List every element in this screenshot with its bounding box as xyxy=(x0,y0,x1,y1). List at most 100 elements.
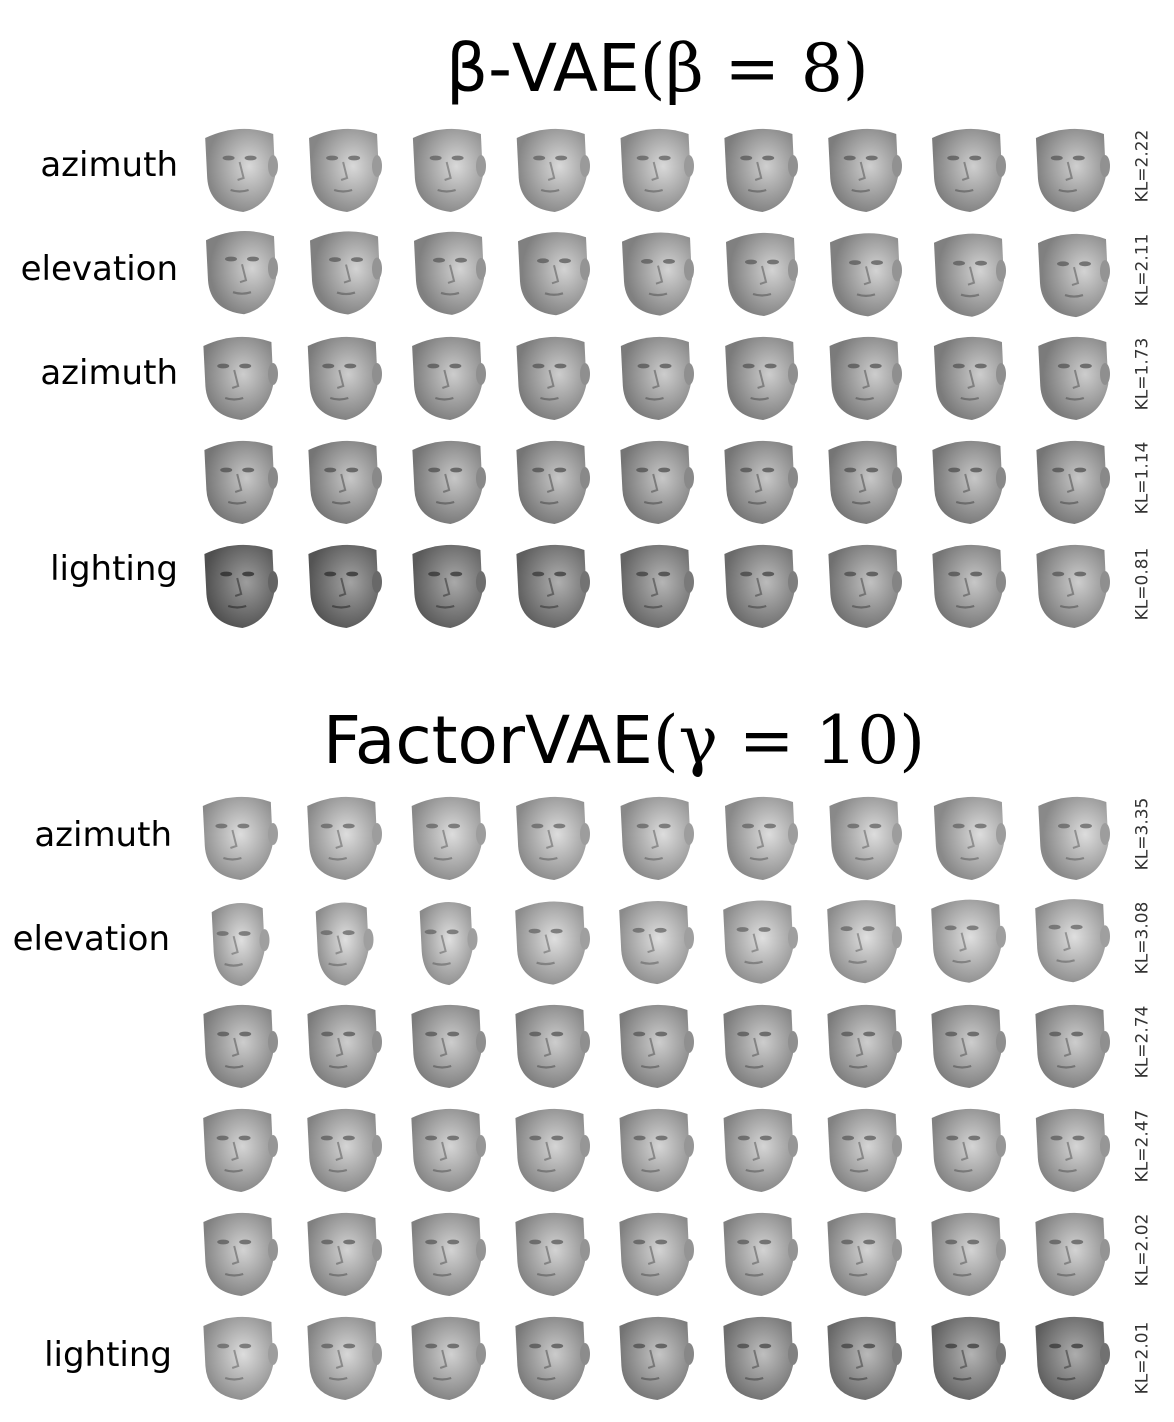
face-image xyxy=(609,1302,699,1406)
face-image xyxy=(193,1198,283,1302)
beta-vae-row-3: azimuth KL=1.73 xyxy=(0,322,1174,426)
beta-vae-row-2: elevation KL=2.11 xyxy=(0,218,1174,322)
beta-vae-title-math: (β = 8) xyxy=(639,30,869,107)
face-image xyxy=(401,530,491,634)
face-image xyxy=(297,1198,387,1302)
face-image xyxy=(401,322,491,426)
face-image xyxy=(297,782,387,886)
face-image xyxy=(1025,322,1115,426)
face-image xyxy=(713,990,803,1094)
face-image xyxy=(297,114,387,218)
face-image xyxy=(297,218,387,322)
factor-vae-row-1: azimuth KL=3.35 xyxy=(0,782,1174,886)
face-image xyxy=(505,990,595,1094)
face-image xyxy=(297,886,387,990)
face-image xyxy=(297,1094,387,1198)
face-image xyxy=(193,990,283,1094)
face-image xyxy=(505,1094,595,1198)
face-image xyxy=(505,1198,595,1302)
face-image xyxy=(193,886,283,990)
face-image xyxy=(193,782,283,886)
face-image xyxy=(921,886,1011,990)
face-image xyxy=(401,1094,491,1198)
face-image xyxy=(505,782,595,886)
face-image xyxy=(609,782,699,886)
face-image xyxy=(193,218,283,322)
face-image xyxy=(401,782,491,886)
face-image xyxy=(1025,1094,1115,1198)
face-image xyxy=(1025,1198,1115,1302)
face-image xyxy=(1025,114,1115,218)
row-label: azimuth xyxy=(40,353,178,393)
beta-vae-row-1: azimuth KL=2.22 xyxy=(0,114,1174,218)
face-image xyxy=(297,990,387,1094)
face-image xyxy=(297,322,387,426)
face-image xyxy=(1025,782,1115,886)
face-image xyxy=(817,114,907,218)
face-image xyxy=(505,886,595,990)
face-image xyxy=(713,1094,803,1198)
face-image xyxy=(921,426,1011,530)
beta-vae-title: β-VAE(β = 8) xyxy=(446,36,869,102)
face-image xyxy=(817,1094,907,1198)
face-image xyxy=(1025,886,1115,990)
face-image xyxy=(401,990,491,1094)
face-image xyxy=(609,1198,699,1302)
face-image xyxy=(713,1302,803,1406)
factor-vae-title-math: (γ = 10) xyxy=(652,702,925,779)
face-image xyxy=(921,322,1011,426)
face-image xyxy=(1025,218,1115,322)
face-image xyxy=(297,1302,387,1406)
face-image xyxy=(713,886,803,990)
face-image xyxy=(505,218,595,322)
face-image xyxy=(817,426,907,530)
face-image xyxy=(505,322,595,426)
face-image xyxy=(713,218,803,322)
beta-vae-title-prefix: β-VAE xyxy=(446,30,640,107)
face-image xyxy=(401,886,491,990)
face-image xyxy=(401,114,491,218)
factor-vae-title: FactorVAE(γ = 10) xyxy=(323,708,925,774)
face-image xyxy=(713,782,803,886)
row-label: elevation xyxy=(20,249,178,289)
factor-vae-row-2: elevation KL=3.08 xyxy=(0,886,1174,990)
face-image xyxy=(921,990,1011,1094)
face-image xyxy=(401,1198,491,1302)
face-image xyxy=(193,530,283,634)
factor-vae-row-5: KL=2.02 xyxy=(0,1198,1174,1302)
face-image xyxy=(609,530,699,634)
row-label: elevation xyxy=(12,919,170,959)
factor-vae-title-prefix: FactorVAE xyxy=(323,702,653,779)
beta-vae-row-5: lighting KL=0.81 xyxy=(0,530,1174,634)
face-image xyxy=(921,782,1011,886)
face-image xyxy=(401,426,491,530)
beta-vae-row-4: KL=1.14 xyxy=(0,426,1174,530)
face-image xyxy=(817,218,907,322)
face-image xyxy=(817,1302,907,1406)
face-image xyxy=(193,322,283,426)
face-image xyxy=(505,426,595,530)
factor-vae-row-3: KL=2.74 xyxy=(0,990,1174,1094)
face-image xyxy=(817,530,907,634)
row-label: lighting xyxy=(50,549,178,589)
face-image xyxy=(505,114,595,218)
face-image xyxy=(609,1094,699,1198)
face-image xyxy=(193,1094,283,1198)
face-image xyxy=(713,322,803,426)
face-image xyxy=(713,530,803,634)
face-image xyxy=(609,218,699,322)
face-image xyxy=(1025,426,1115,530)
face-image xyxy=(297,426,387,530)
face-image xyxy=(817,990,907,1094)
beta-vae-panel: β-VAE(β = 8) azimuth KL=2.22 elevation K… xyxy=(0,0,1174,650)
face-image xyxy=(713,1198,803,1302)
face-image xyxy=(609,322,699,426)
face-image xyxy=(1025,990,1115,1094)
face-image xyxy=(193,426,283,530)
face-image xyxy=(713,426,803,530)
face-image xyxy=(297,530,387,634)
face-image xyxy=(817,1198,907,1302)
face-image xyxy=(921,114,1011,218)
factor-vae-row-4: KL=2.47 xyxy=(0,1094,1174,1198)
face-image xyxy=(193,1302,283,1406)
